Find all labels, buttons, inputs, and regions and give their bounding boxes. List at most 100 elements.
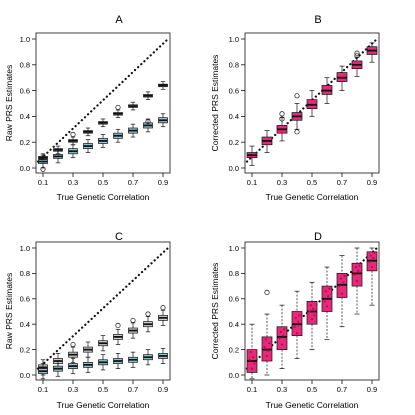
panel-d-data-point: [310, 318, 314, 321]
panel-d-y-tick-label: 0.6: [229, 295, 239, 304]
panel-a-reference-line: [36, 37, 170, 163]
panel-d-x-axis-label: True Genetic Correlation: [266, 400, 359, 410]
panel-d-data-point: [265, 354, 269, 358]
panel-b-y-tick-label: 0.8: [229, 61, 239, 70]
panel-d-data-point: [373, 251, 376, 255]
panel-d-data-point: [267, 349, 270, 352]
panel-c-label: C: [115, 231, 123, 243]
panel-d-y-axis-label: Corrected PRS Estimates: [210, 263, 220, 360]
panel-b-marks: 0.0 0.2 0.4 0.6 0.8 1.0 0.1 0.3 0.5 0.7 0.9: [229, 35, 379, 187]
panel-d-data-point: [354, 265, 357, 269]
panel-d-y-tick-label: 0.4: [229, 320, 239, 329]
panel-d-data-point: [249, 351, 252, 354]
panel-c-outlier: [130, 317, 136, 323]
panel-c-outlier: [160, 305, 166, 311]
panel-d-data-point: [282, 334, 285, 337]
panel-d-data-point: [369, 254, 372, 257]
panel-a-x-axis-label: True Genetic Correlation: [57, 192, 150, 202]
panel-a-y-tick-label: 1.0: [20, 35, 30, 44]
panel-d-data-point: [250, 367, 254, 370]
panel-c-outlier: [145, 311, 151, 317]
panel-a-outlier: [70, 131, 76, 138]
panel-b: B 0.0 0.2 0.4 0.6 0.8 1.0 0.1 0.3 0.5 0.7 0.9 True…: [210, 14, 380, 202]
panel-b-y-tick-label: 0.6: [229, 86, 239, 95]
panel-d-data-point: [253, 362, 256, 365]
panel-a-label: A: [115, 14, 123, 26]
panel-d-box: [276, 326, 288, 350]
panel-c-x-tick-label: 0.9: [158, 385, 168, 394]
panel-c: C 0.0 0.2 0.4 0.6 0.8 1.0 0.1 0.3 0.5 0.7 0.9 True…: [4, 231, 171, 410]
panel-a-marks: 0.0 0.2 0.4 0.6 0.8 1.0 0.1 0.3 0.5 0.7 0.9: [20, 35, 170, 187]
panel-d-x-tick-label: 0.9: [367, 385, 377, 394]
panel-c-outlier: [70, 341, 76, 348]
panel-c-x-tick-label: 0.5: [98, 385, 108, 394]
panel-d-data-point: [328, 287, 331, 290]
panel-d-data-point: [280, 343, 284, 346]
panel-d-data-point: [370, 265, 374, 269]
panel-d-data-point: [268, 342, 271, 345]
panel-a-y-tick-label: 0.6: [20, 86, 30, 95]
panel-d-data-point: [340, 292, 344, 295]
panel-a-y-tick-label: 0.2: [20, 138, 30, 147]
panel-d-data-point: [358, 264, 361, 267]
panel-a-x-tick-label: 0.7: [128, 178, 138, 187]
panel-d-data-point: [357, 269, 360, 272]
panel-c-y-axis-label: Raw PRS Estimates: [4, 273, 14, 350]
panel-d-data-point: [338, 285, 341, 288]
panel-d-data-point: [327, 295, 330, 298]
panel-b-outlier: [294, 93, 300, 99]
panel-a-x-tick-label: 0.9: [158, 178, 168, 187]
panel-c-x-tick-label: 0.1: [38, 385, 48, 394]
panel-d-x-tick-label: 0.3: [277, 385, 287, 394]
panel-d-data-point: [343, 274, 346, 278]
panel-c-x-axis-label: True Genetic Correlation: [57, 400, 150, 410]
panel-b-y-axis-label: Corrected PRS Estimates: [210, 55, 220, 152]
panel-b-x-tick-label: 0.9: [367, 178, 377, 187]
panel-d-data-point: [293, 325, 296, 328]
panel-c-outlier: [115, 322, 121, 329]
panel-d-data-point: [325, 305, 329, 308]
panel-d-x-tick-label: 0.7: [337, 385, 347, 394]
panel-d-data-point: [264, 338, 267, 341]
panel-a-x-tick-label: 0.1: [38, 178, 48, 187]
panel-c-reference-line: [36, 246, 170, 370]
panel-d-data-point: [263, 345, 266, 349]
panel-a-outlier: [40, 166, 46, 172]
panel-b-outlier: [354, 53, 360, 59]
panel-b-x-tick-label: 0.1: [247, 178, 257, 187]
panel-a-y-tick-label: 0.0: [20, 164, 30, 173]
panel-d-data-point: [353, 273, 356, 276]
panel-d-outlier: [264, 289, 270, 296]
panel-c-y-tick-label: 0.0: [20, 371, 30, 380]
panel-c-y-tick-label: 0.2: [20, 345, 30, 354]
panel-d-data-point: [339, 277, 342, 280]
panel-b-outlier: [294, 129, 300, 135]
panel-b-y-tick-label: 1.0: [229, 35, 239, 44]
panel-a: A 0.0 0.2 0.4 0.6 0.8 1.0 0.1 0.3 0.5 0.7 0.9 True…: [4, 14, 171, 202]
panel-b-x-tick-label: 0.5: [307, 178, 317, 187]
panel-d-label: D: [314, 231, 322, 243]
panel-d-data-point: [372, 257, 375, 260]
panel-c-x-tick-label: 0.7: [128, 385, 138, 394]
panel-d-data-point: [368, 260, 371, 264]
panel-b-outlier: [279, 116, 285, 122]
panel-b-outlier: [354, 50, 360, 56]
panel-d-data-point: [295, 331, 299, 335]
panel-d-y-tick-label: 0.2: [229, 345, 239, 354]
panel-c-x-tick-label: 0.3: [68, 385, 78, 394]
panel-a-plot-frame: [35, 32, 171, 174]
panel-d-data-point: [313, 314, 316, 317]
panel-a-y-axis-label: Raw PRS Estimates: [4, 65, 14, 142]
panel-c-y-tick-label: 0.8: [20, 269, 30, 278]
panel-d-data-point: [297, 320, 300, 323]
panel-c-y-tick-label: 1.0: [20, 244, 30, 253]
panel-d-x-tick-label: 0.1: [247, 385, 257, 394]
panel-a-x-tick-label: 0.5: [98, 178, 108, 187]
panel-d-box: [306, 300, 318, 325]
panel-a-y-tick-label: 0.8: [20, 61, 30, 70]
panel-a-y-tick-label: 0.4: [20, 112, 30, 121]
panel-b-y-tick-label: 0.0: [229, 164, 239, 173]
panel-b-label: B: [314, 14, 321, 26]
panel-c-marks: 0.0 0.2 0.4 0.6 0.8 1.0 0.1 0.3 0.5 0.7 0.9: [20, 244, 170, 394]
